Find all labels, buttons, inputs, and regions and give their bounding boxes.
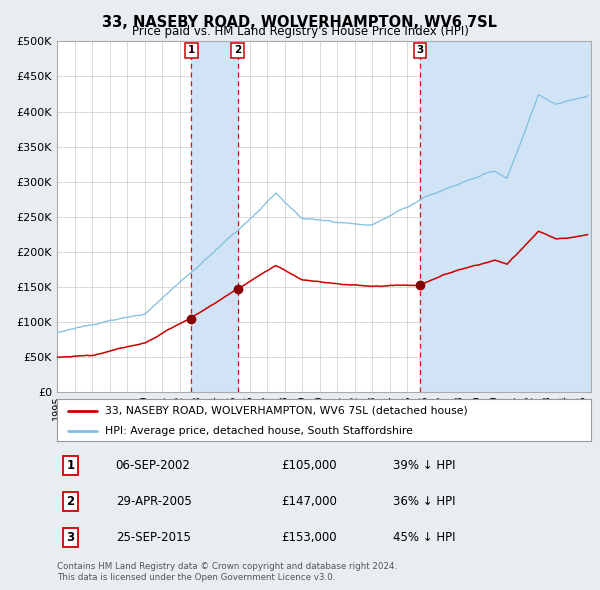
Text: 2: 2: [66, 495, 74, 508]
Text: 33, NASEBY ROAD, WOLVERHAMPTON, WV6 7SL: 33, NASEBY ROAD, WOLVERHAMPTON, WV6 7SL: [103, 15, 497, 30]
Text: £153,000: £153,000: [281, 531, 337, 544]
Text: 29-APR-2005: 29-APR-2005: [116, 495, 191, 508]
Text: 1: 1: [66, 459, 74, 472]
Text: 25-SEP-2015: 25-SEP-2015: [116, 531, 191, 544]
Text: 36% ↓ HPI: 36% ↓ HPI: [394, 495, 456, 508]
Text: Price paid vs. HM Land Registry's House Price Index (HPI): Price paid vs. HM Land Registry's House …: [131, 25, 469, 38]
Text: 45% ↓ HPI: 45% ↓ HPI: [394, 531, 456, 544]
Text: 39% ↓ HPI: 39% ↓ HPI: [394, 459, 456, 472]
Text: £105,000: £105,000: [281, 459, 337, 472]
Bar: [420, 41, 591, 392]
Text: 06-SEP-2002: 06-SEP-2002: [116, 459, 191, 472]
Text: 33, NASEBY ROAD, WOLVERHAMPTON, WV6 7SL (detached house): 33, NASEBY ROAD, WOLVERHAMPTON, WV6 7SL …: [105, 406, 468, 416]
Text: 2: 2: [234, 45, 241, 55]
Text: Contains HM Land Registry data © Crown copyright and database right 2024.
This d: Contains HM Land Registry data © Crown c…: [57, 562, 397, 582]
Text: 3: 3: [416, 45, 424, 55]
Bar: [191, 41, 238, 392]
Text: £147,000: £147,000: [281, 495, 337, 508]
Text: 3: 3: [66, 531, 74, 544]
Text: 1: 1: [188, 45, 195, 55]
Text: HPI: Average price, detached house, South Staffordshire: HPI: Average price, detached house, Sout…: [105, 426, 413, 435]
